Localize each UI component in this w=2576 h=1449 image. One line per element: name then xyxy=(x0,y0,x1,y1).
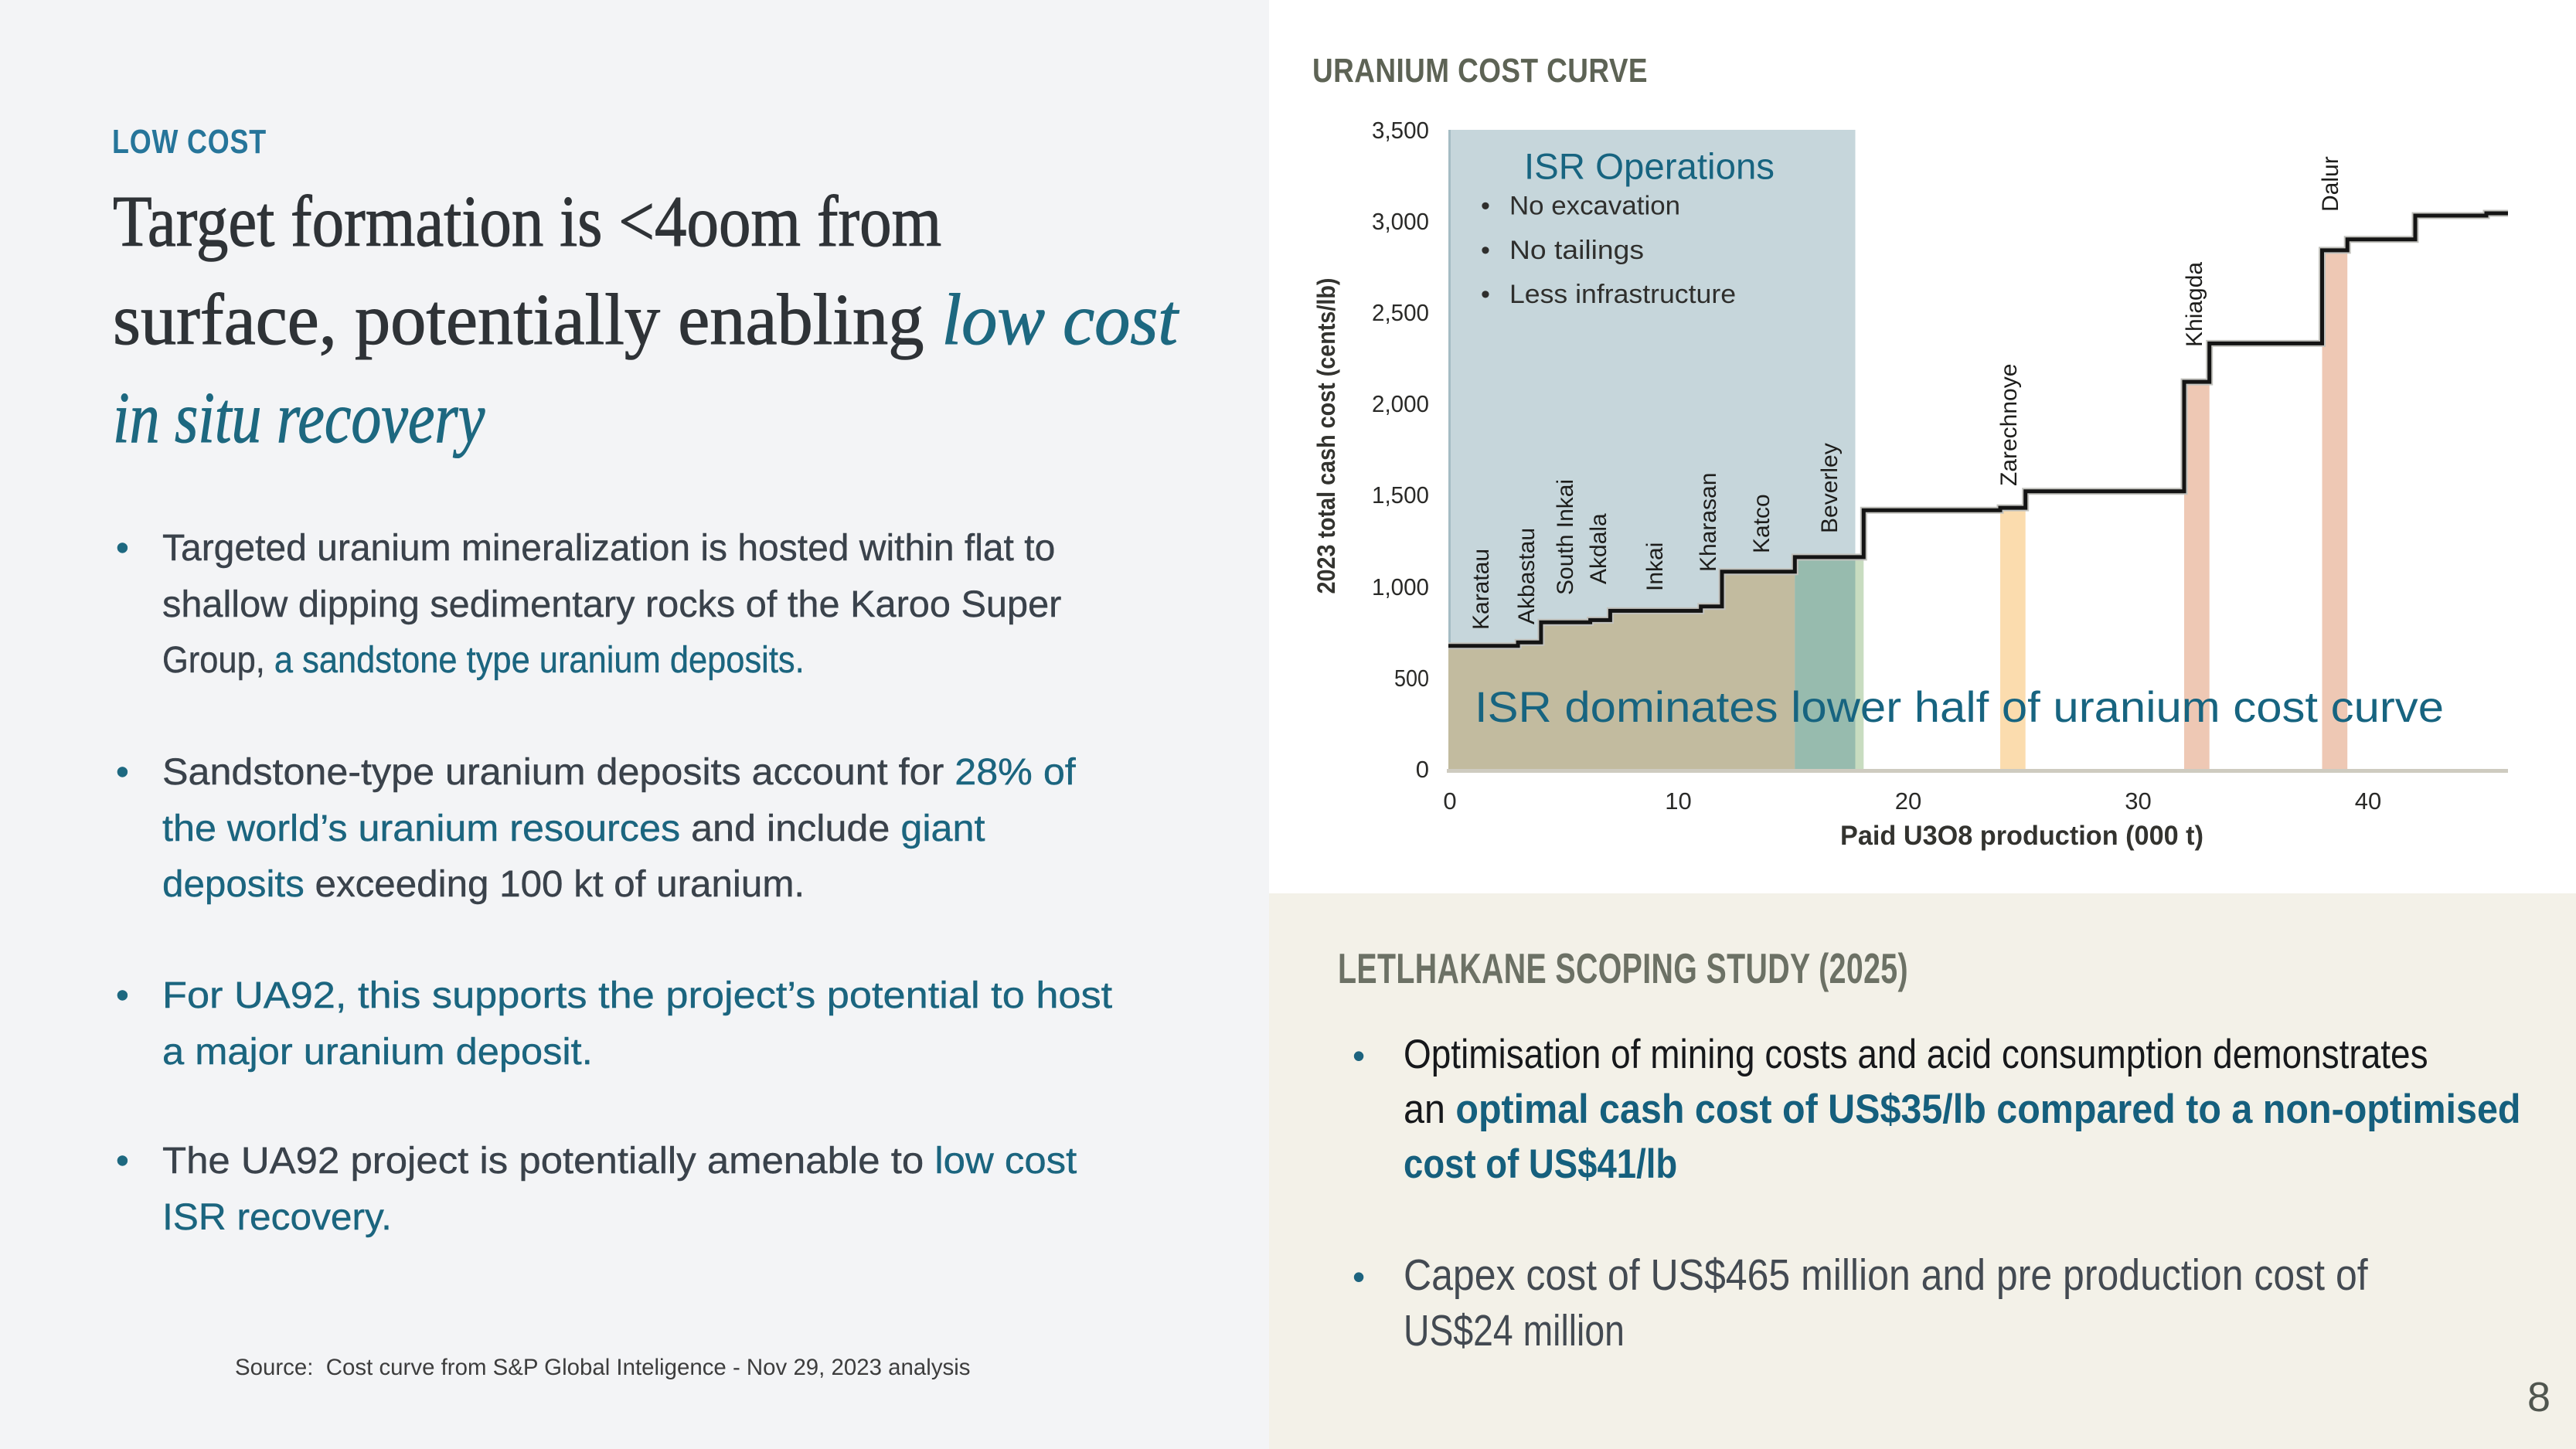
svg-text:Karatau: Karatau xyxy=(1468,549,1494,630)
svg-text:Dalur: Dalur xyxy=(2318,156,2343,212)
svg-text:Katco: Katco xyxy=(1749,494,1775,553)
svg-text:Zarechnoye: Zarechnoye xyxy=(1996,364,2022,486)
svg-text:Khiagda: Khiagda xyxy=(2182,262,2207,347)
svg-text:Kharasan: Kharasan xyxy=(1696,473,1721,572)
svg-text:Beverley: Beverley xyxy=(1817,443,1843,533)
svg-text:1,000: 1,000 xyxy=(1372,573,1429,600)
svg-text:Inkai: Inkai xyxy=(1642,543,1668,591)
svg-text:3,000: 3,000 xyxy=(1372,208,1429,235)
svg-text:Akdala: Akdala xyxy=(1586,513,1611,584)
svg-text:•: • xyxy=(1481,236,1490,265)
svg-text:•: • xyxy=(1481,192,1490,221)
svg-text:Paid U3O8 production (000 t): Paid U3O8 production (000 t) xyxy=(1840,821,2203,851)
svg-text:No excavation: No excavation xyxy=(1509,192,1680,221)
svg-text:1,500: 1,500 xyxy=(1372,481,1429,509)
svg-text:40: 40 xyxy=(2355,787,2381,815)
svg-text:0: 0 xyxy=(1416,756,1429,783)
svg-text:3,500: 3,500 xyxy=(1372,117,1429,144)
svg-text:30: 30 xyxy=(2125,787,2151,815)
svg-text:2,000: 2,000 xyxy=(1372,390,1429,417)
svg-text:No tailings: No tailings xyxy=(1509,236,1644,265)
svg-text:20: 20 xyxy=(1895,787,1921,815)
svg-text:2023 total cash cost (cents/lb: 2023 total cash cost (cents/lb) xyxy=(1312,278,1340,594)
svg-text:0: 0 xyxy=(1443,787,1456,815)
svg-text:Less infrastructure: Less infrastructure xyxy=(1509,280,1736,309)
svg-text:2,500: 2,500 xyxy=(1372,299,1429,326)
svg-text:Akbastau: Akbastau xyxy=(1514,528,1540,624)
svg-text:500: 500 xyxy=(1394,665,1429,692)
svg-text:ISR Operations: ISR Operations xyxy=(1524,146,1775,187)
svg-text:South Inkai: South Inkai xyxy=(1553,479,1578,595)
svg-text:10: 10 xyxy=(1665,787,1691,815)
svg-text:•: • xyxy=(1481,280,1490,309)
svg-text:ISR dominates lower half of ur: ISR dominates lower half of uranium cost… xyxy=(1475,682,2444,731)
